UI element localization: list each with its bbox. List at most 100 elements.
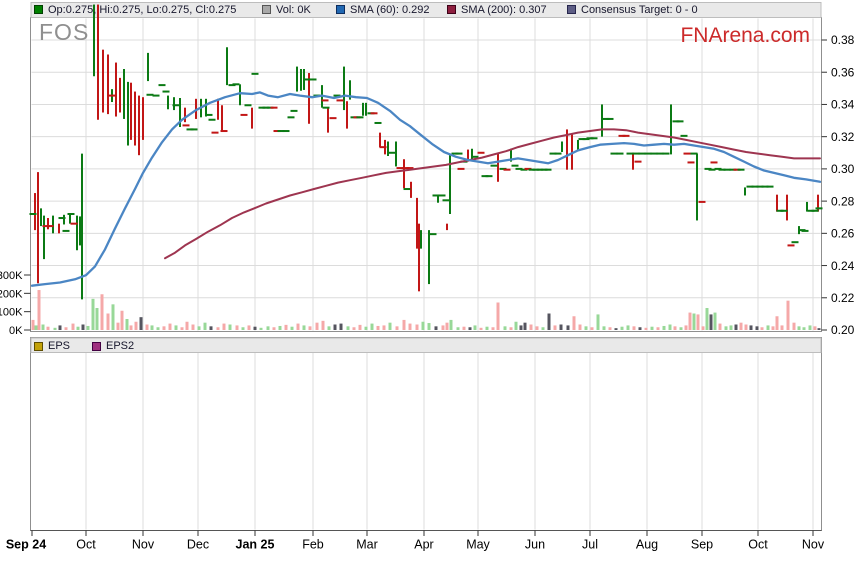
close-mark (776, 209, 784, 212)
close-mark (322, 106, 330, 109)
close-mark (606, 117, 614, 120)
close-mark (471, 155, 479, 158)
volume-bar (333, 324, 337, 330)
volume-bar (434, 326, 438, 330)
volume-bar (802, 327, 806, 330)
close-mark (232, 83, 240, 86)
volume-bar (302, 325, 306, 330)
volume-bar (46, 326, 50, 330)
volume-bar (106, 313, 110, 330)
main-legend-strip-bg (30, 2, 822, 18)
volume-bar (468, 327, 472, 330)
volume-bar (129, 325, 133, 330)
close-mark (67, 213, 75, 215)
volume-bar (34, 325, 38, 330)
volume-bar (296, 323, 300, 330)
close-mark (182, 124, 190, 127)
close-mark (273, 130, 281, 133)
volume-bar (247, 325, 251, 330)
volume-bar (620, 326, 624, 330)
close-mark (511, 164, 519, 167)
close-mark (396, 167, 404, 170)
volume-bar (81, 324, 85, 330)
close-mark (374, 121, 382, 124)
volume-bar (197, 326, 201, 330)
volume-bar (284, 324, 288, 330)
volume-bar (156, 327, 160, 330)
volume-bar (808, 325, 812, 330)
volume-bar (58, 325, 62, 330)
close-mark (42, 225, 50, 228)
x-axis-label: Nov (132, 538, 155, 552)
volume-bar (95, 308, 99, 330)
close-mark (733, 168, 741, 171)
volume-bar (590, 327, 594, 330)
y-axis-label: 0.30 (831, 162, 855, 176)
x-axis-label: Nov (802, 538, 825, 552)
volume-bar (749, 325, 753, 330)
close-mark (524, 167, 532, 170)
close-mark (481, 175, 489, 178)
close-mark (756, 185, 764, 188)
volume-bar (120, 310, 124, 330)
volume-bar (485, 326, 489, 330)
volume-bar (632, 326, 636, 330)
close-mark (503, 168, 511, 171)
volume-bar (553, 325, 557, 330)
volume-bar (503, 326, 507, 330)
volume-bar (566, 325, 570, 330)
close-mark (490, 164, 498, 167)
volume-bar (272, 327, 276, 330)
close-mark (632, 152, 640, 155)
y-axis-label: 0.26 (831, 227, 855, 241)
close-mark (578, 138, 586, 141)
x-axis-label: Aug (636, 538, 658, 552)
volume-bar (125, 319, 129, 330)
close-mark (610, 152, 618, 155)
close-mark (515, 167, 523, 170)
x-axis-label: Mar (356, 538, 378, 552)
x-axis-label: Sep 24 (6, 538, 46, 552)
volume-bar (162, 326, 166, 330)
y-axis-label: 0.24 (831, 259, 855, 273)
x-axis-label: Oct (76, 538, 96, 552)
volume-bar (578, 324, 582, 330)
close-mark (634, 160, 642, 163)
volume-bar (688, 312, 692, 330)
close-mark (336, 99, 344, 102)
volume-bar (775, 316, 779, 330)
close-mark (402, 167, 410, 170)
close-mark (544, 168, 552, 171)
volume-bar (388, 322, 392, 330)
x-axis-label: May (466, 538, 490, 552)
close-mark (240, 113, 248, 116)
volume-bar (76, 326, 80, 330)
close-mark (815, 207, 823, 210)
x-axis-label: Jun (525, 538, 545, 552)
volume-bar (813, 326, 817, 330)
volume-bar (602, 326, 606, 330)
volume-bar (111, 304, 115, 330)
close-mark (403, 188, 411, 191)
close-mark (626, 152, 634, 155)
volume-bar (713, 312, 717, 330)
volume-bar (559, 324, 563, 330)
volume-bar (626, 325, 630, 330)
close-mark (532, 168, 540, 171)
volume-bar (441, 325, 445, 330)
volume-bar (456, 327, 460, 330)
volume-bar (266, 326, 270, 330)
close-mark (208, 118, 216, 121)
close-mark (650, 152, 658, 155)
fnarena-watermark-link[interactable]: FNArena.com (680, 24, 810, 47)
volume-bar (755, 326, 759, 330)
close-mark (158, 84, 166, 87)
y-axis-label: 0.28 (831, 194, 855, 208)
close-mark (499, 167, 507, 170)
close-mark (309, 78, 317, 81)
volume-bar (519, 325, 523, 330)
volume-bar (253, 326, 257, 330)
volume-bar (91, 298, 95, 330)
volume-bar (684, 325, 688, 330)
